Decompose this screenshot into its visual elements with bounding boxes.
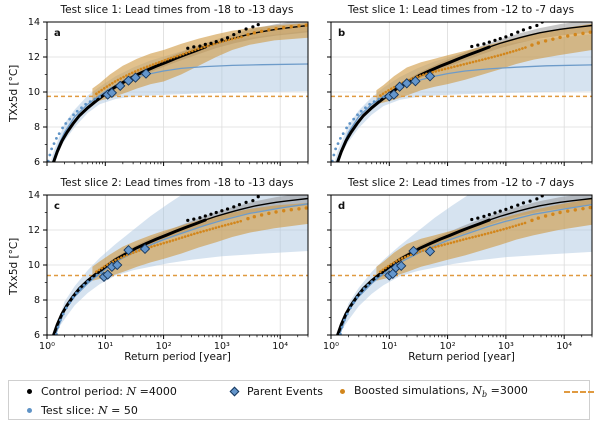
svg-text:6: 6 xyxy=(34,157,40,168)
svg-text:10³: 10³ xyxy=(214,341,230,352)
legend-item-boosted: Boosted simulations, Nb =3000 xyxy=(336,384,564,399)
legend-label-boosted: Boosted simulations, Nb =3000 xyxy=(354,383,528,400)
svg-text:10⁰: 10⁰ xyxy=(39,341,55,352)
svg-text:c: c xyxy=(54,201,60,212)
y-axis-label-top: TXx5d [°C] xyxy=(8,64,20,122)
svg-text:14: 14 xyxy=(28,17,40,28)
panel-c-plot: c 10⁰ 10¹ 10² 10³ 10⁴ 6 8 10 12 14 xyxy=(28,190,309,352)
svg-text:14: 14 xyxy=(28,190,40,201)
panel-b-plot: b xyxy=(327,21,593,166)
panel-a-title: Test slice 1: Lead times from -18 to -13… xyxy=(60,4,294,16)
panel-c-title: Test slice 2: Lead times from -18 to -13… xyxy=(60,177,294,189)
panel-b-title: Test slice 1: Lead times from -12 to -7 … xyxy=(347,4,575,16)
svg-text:10¹: 10¹ xyxy=(97,341,113,352)
svg-text:a: a xyxy=(54,28,61,39)
svg-text:8: 8 xyxy=(34,295,40,306)
svg-text:10⁰: 10⁰ xyxy=(323,341,339,352)
x-axis-label-right: Return period [year] xyxy=(408,351,515,363)
control-dot-icon xyxy=(27,389,32,394)
panel-d-title: Test slice 2: Lead times from -12 to -7 … xyxy=(347,177,575,189)
svg-text:10²: 10² xyxy=(440,341,456,352)
svg-text:10¹: 10¹ xyxy=(381,341,397,352)
svg-text:10: 10 xyxy=(28,260,40,271)
svg-text:10: 10 xyxy=(28,87,40,98)
legend-item-tref: Tref xyxy=(564,384,600,399)
svg-text:b: b xyxy=(338,28,345,39)
svg-text:10³: 10³ xyxy=(498,341,514,352)
parent-diamond-icon xyxy=(229,386,240,397)
svg-text:12: 12 xyxy=(28,225,40,236)
panel-a-plot: a 6 8 10 12 14 xyxy=(28,17,309,168)
legend-label-parent: Parent Events xyxy=(247,385,323,398)
svg-text:10²: 10² xyxy=(156,341,172,352)
svg-text:d: d xyxy=(338,201,345,212)
svg-text:10⁴: 10⁴ xyxy=(272,341,288,352)
panel-d-plot: d 10⁰ 10¹ 10² 10³ 10⁴ xyxy=(323,194,593,352)
svg-text:12: 12 xyxy=(28,52,40,63)
legend-label-test: Test slice: N = 50 xyxy=(41,404,138,417)
x-axis-label-left: Return period [year] xyxy=(124,351,231,363)
svg-text:6: 6 xyxy=(34,330,40,341)
boosted-dot-icon xyxy=(340,389,345,394)
svg-text:8: 8 xyxy=(34,122,40,133)
legend-item-test: Test slice: N = 50 xyxy=(23,404,228,417)
y-axis-label-bottom: TXx5d [°C] xyxy=(8,237,20,295)
legend: Control period: N =4000 Parent Events Bo… xyxy=(8,380,594,420)
tref-dash-icon xyxy=(564,390,594,393)
legend-item-parent: Parent Events xyxy=(228,385,336,398)
legend-item-control: Control period: N =4000 xyxy=(23,385,228,398)
test-dot-icon xyxy=(27,408,32,413)
svg-text:10⁴: 10⁴ xyxy=(556,341,572,352)
legend-label-control: Control period: N =4000 xyxy=(41,385,177,398)
